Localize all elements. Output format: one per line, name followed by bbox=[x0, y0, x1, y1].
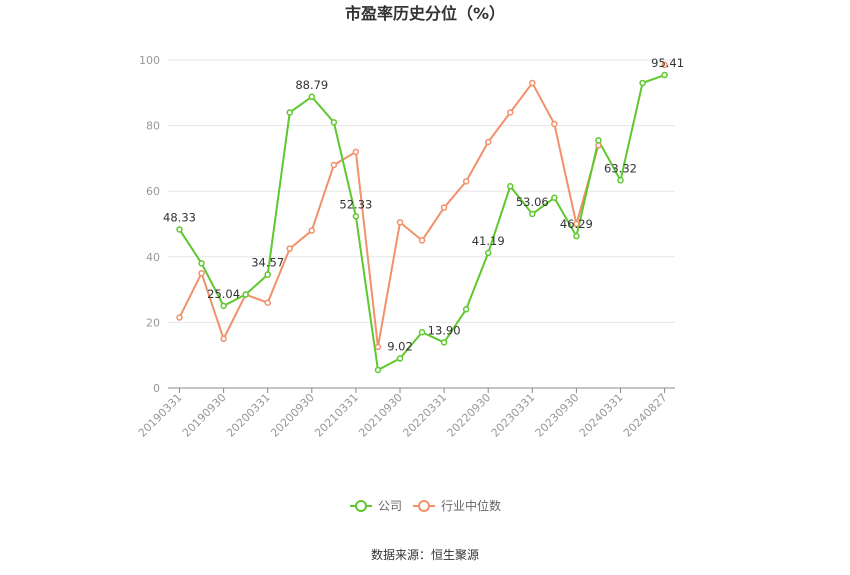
data-point-industry-median[interactable] bbox=[220, 335, 227, 343]
data-label: 9.02 bbox=[387, 339, 413, 353]
data-point-industry-median[interactable] bbox=[396, 219, 404, 226]
data-point-company[interactable] bbox=[661, 71, 668, 79]
data-point-industry-median[interactable] bbox=[507, 109, 514, 116]
y-tick-label: 60 bbox=[146, 185, 160, 198]
data-point-company[interactable] bbox=[507, 183, 514, 190]
data-point-company[interactable] bbox=[330, 119, 338, 126]
y-tick-label: 20 bbox=[146, 316, 160, 329]
data-label: 46.29 bbox=[560, 217, 593, 231]
series-line-industry-median bbox=[180, 65, 665, 347]
y-axis: 0 20 40 60 80 100 bbox=[139, 54, 160, 395]
x-tick-label: 20240827 bbox=[621, 391, 670, 440]
legend-marker-company bbox=[355, 500, 367, 512]
data-point-industry-median[interactable] bbox=[440, 204, 448, 211]
x-tick-label: 20240331 bbox=[577, 391, 626, 440]
x-tick-label: 20220331 bbox=[400, 391, 449, 440]
data-point-company[interactable] bbox=[418, 328, 426, 336]
data-point-company[interactable] bbox=[529, 210, 536, 218]
x-tick-label: 20210331 bbox=[312, 391, 361, 440]
data-point-industry-median[interactable] bbox=[418, 237, 426, 244]
chart-title: 市盈率历史分位（%） bbox=[345, 4, 505, 23]
legend: 公司 行业中位数 bbox=[350, 498, 501, 513]
data-point-company[interactable] bbox=[440, 339, 448, 346]
data-point-company[interactable] bbox=[286, 109, 293, 116]
data-point-company[interactable] bbox=[374, 366, 382, 374]
data-point-company[interactable] bbox=[396, 355, 404, 362]
grid-lines bbox=[168, 59, 675, 323]
data-label: 52.33 bbox=[339, 197, 372, 211]
data-point-industry-median[interactable] bbox=[264, 299, 271, 306]
data-label: 34.57 bbox=[251, 256, 284, 270]
data-point-industry-median[interactable] bbox=[462, 178, 470, 185]
x-tick-label: 20220930 bbox=[445, 391, 494, 440]
x-axis: 2019033120190930202003312020093020210331… bbox=[136, 387, 675, 440]
legend-label-industry-median: 行业中位数 bbox=[441, 498, 501, 513]
data-point-company[interactable] bbox=[176, 226, 183, 233]
data-point-industry-median[interactable] bbox=[352, 148, 360, 156]
legend-label-company: 公司 bbox=[378, 499, 402, 513]
data-point-industry-median[interactable] bbox=[330, 161, 338, 169]
data-point-industry-median[interactable] bbox=[286, 245, 293, 252]
x-tick-label: 20200930 bbox=[268, 391, 317, 440]
legend-item-industry-median[interactable]: 行业中位数 bbox=[413, 498, 501, 513]
data-point-industry-median[interactable] bbox=[551, 120, 558, 128]
data-label: 41.19 bbox=[472, 234, 505, 248]
data-point-company[interactable] bbox=[242, 291, 249, 298]
data-point-company[interactable] bbox=[595, 137, 602, 144]
data-label: 53.06 bbox=[516, 195, 549, 209]
data-point-industry-median[interactable] bbox=[374, 343, 382, 351]
data-point-industry-median[interactable] bbox=[176, 314, 183, 321]
data-label: 13.90 bbox=[428, 323, 461, 337]
y-tick-label: 0 bbox=[153, 382, 160, 395]
data-labels: 48.33 25.04 34.57 88.79 52.33 9.02 13.90 41.19 5… bbox=[163, 56, 684, 353]
data-point-industry-median[interactable] bbox=[198, 269, 205, 277]
data-point-industry-median[interactable] bbox=[573, 220, 580, 228]
data-point-company[interactable] bbox=[551, 194, 558, 202]
data-label: 63.32 bbox=[604, 161, 637, 175]
source-note: 数据来源：恒生聚源 bbox=[371, 547, 479, 562]
data-point-company[interactable] bbox=[220, 302, 227, 310]
data-point-industry-median[interactable] bbox=[529, 79, 536, 87]
data-point-company[interactable] bbox=[352, 213, 360, 220]
x-tick-label: 20210930 bbox=[356, 391, 405, 440]
legend-item-company[interactable]: 公司 bbox=[350, 499, 402, 513]
data-label: 48.33 bbox=[163, 210, 196, 224]
data-point-industry-median[interactable] bbox=[661, 61, 668, 69]
legend-marker-industry-median bbox=[418, 500, 430, 512]
data-point-company[interactable] bbox=[462, 306, 470, 313]
data-point-company[interactable] bbox=[573, 232, 580, 240]
x-tick-label: 20190331 bbox=[136, 391, 185, 440]
data-point-company[interactable] bbox=[639, 79, 646, 87]
y-tick-label: 40 bbox=[146, 251, 160, 264]
data-point-company[interactable] bbox=[198, 260, 205, 267]
data-label: 95.41 bbox=[651, 56, 684, 70]
data-point-company[interactable] bbox=[264, 271, 271, 278]
series-points bbox=[176, 61, 668, 374]
data-point-company[interactable] bbox=[484, 249, 492, 257]
y-tick-label: 100 bbox=[139, 54, 160, 67]
x-tick-label: 20230331 bbox=[489, 391, 538, 440]
data-point-company[interactable] bbox=[617, 177, 624, 184]
data-label: 88.79 bbox=[295, 78, 328, 92]
x-tick-label: 20200331 bbox=[224, 391, 273, 440]
data-label: 25.04 bbox=[207, 287, 240, 301]
data-point-industry-median[interactable] bbox=[308, 227, 316, 234]
x-tick-label: 20230930 bbox=[533, 391, 582, 440]
x-tick-label: 20190930 bbox=[180, 391, 229, 440]
data-point-industry-median[interactable] bbox=[484, 138, 492, 146]
y-tick-label: 80 bbox=[146, 120, 160, 133]
data-point-company[interactable] bbox=[308, 93, 316, 101]
